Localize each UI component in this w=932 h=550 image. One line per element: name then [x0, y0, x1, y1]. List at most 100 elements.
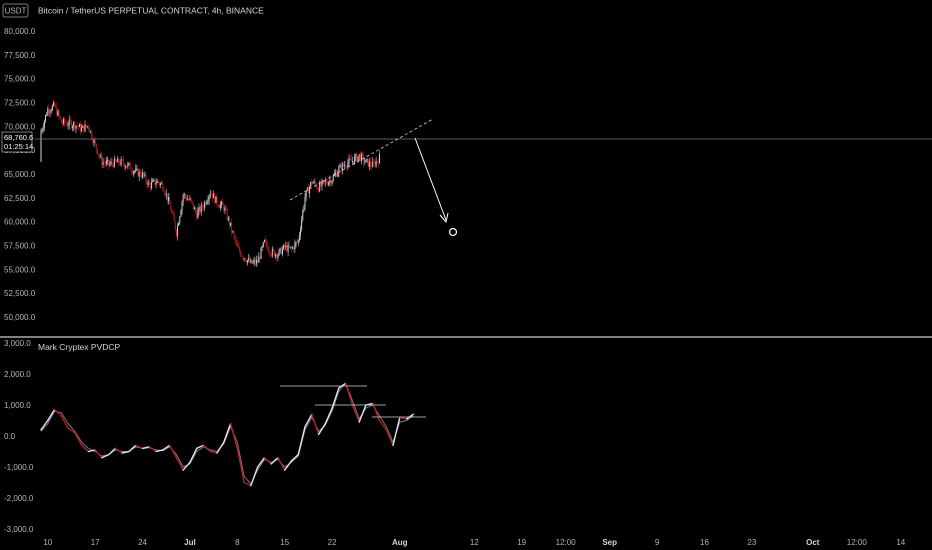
- candle-body: [200, 204, 202, 213]
- candle-body: [173, 214, 175, 222]
- price-tick-label: 57,500.0: [4, 242, 36, 251]
- candle-body: [315, 184, 317, 188]
- candle-body: [204, 202, 206, 209]
- time-tick-label: 12:00: [847, 538, 868, 547]
- indicator-main-segment: [216, 441, 225, 454]
- candle-body: [142, 172, 144, 178]
- indicator-main-segment: [324, 407, 333, 425]
- candle-body: [214, 193, 216, 203]
- candle-body: [244, 258, 246, 261]
- currency-badge[interactable]: USDT: [2, 3, 29, 18]
- last-price-label: 68,760.6 01:25:14: [1, 131, 33, 153]
- indicator-main-segment: [87, 449, 96, 453]
- time-tick-label: 14: [896, 538, 905, 547]
- candle-body: [103, 162, 105, 163]
- indicator-tick-label: 0.0: [4, 432, 16, 441]
- candle-body: [60, 118, 62, 123]
- candle-body: [125, 166, 127, 168]
- arrow-drawing[interactable]: [414, 137, 447, 221]
- candle-body: [118, 158, 120, 164]
- candle-body: [265, 240, 267, 242]
- candle-body: [129, 162, 131, 170]
- candle-body: [242, 256, 244, 259]
- candle-body: [46, 115, 48, 116]
- candle-body: [164, 192, 166, 196]
- price-tick-label: 50,000.0: [4, 313, 36, 322]
- candle-body: [260, 248, 262, 259]
- candle-body: [339, 165, 341, 168]
- candle-body: [293, 247, 295, 250]
- candle-body: [336, 172, 338, 177]
- candle-body: [348, 158, 350, 163]
- candle-body: [81, 127, 83, 132]
- candle-body: [104, 162, 106, 164]
- candle-body: [121, 159, 123, 160]
- candle-body: [319, 182, 321, 192]
- candle-body: [341, 163, 343, 171]
- price-tick-label: 65,000.0: [4, 170, 36, 179]
- price-axis: 80,000.0 77,500.0 75,000.0 72,500.0 70,000.0…: [4, 27, 36, 322]
- candle-body: [61, 122, 63, 124]
- time-tick-label: Jul: [184, 538, 196, 547]
- candle-body: [196, 211, 198, 219]
- indicator-main-segment: [107, 447, 117, 456]
- candle-body: [215, 196, 217, 203]
- candle-body: [92, 138, 94, 143]
- candle-body: [168, 197, 170, 202]
- candle-body: [230, 222, 232, 226]
- candle-body: [212, 193, 214, 199]
- indicator-main-segment: [128, 444, 137, 453]
- price-tick-label: 60,000.0: [4, 218, 36, 227]
- candle-body: [342, 163, 344, 166]
- indicator-main-segment: [148, 446, 157, 453]
- candle-body: [48, 108, 50, 113]
- candle-body: [114, 158, 116, 162]
- indicator-main-segment: [189, 447, 198, 464]
- candle-body: [363, 155, 365, 163]
- candle-body: [356, 154, 358, 162]
- candle-body: [108, 159, 110, 165]
- indicator-tick-label: -3,000.0: [4, 525, 34, 534]
- candle-body: [307, 187, 309, 194]
- candle-body: [221, 201, 223, 205]
- candle-body: [47, 108, 49, 116]
- candle-body: [202, 207, 204, 209]
- candle-body: [130, 169, 132, 172]
- candle-body: [91, 130, 93, 139]
- candle-body: [252, 261, 254, 264]
- target-circle-icon[interactable]: [448, 227, 458, 237]
- candle-body: [128, 162, 130, 164]
- candle-body: [98, 154, 100, 156]
- candle-body: [373, 161, 375, 163]
- candle-body: [305, 190, 307, 198]
- time-tick-label: Oct: [806, 538, 820, 547]
- candle-body: [77, 126, 79, 128]
- candle-body: [181, 201, 183, 211]
- candle-body: [99, 155, 101, 157]
- candle-body: [270, 254, 272, 256]
- indicator-main-segment: [209, 450, 218, 454]
- indicator-main-segment: [399, 416, 408, 420]
- candle-body: [89, 127, 91, 132]
- currency-badge-label: USDT: [5, 7, 27, 16]
- candle-body: [311, 181, 313, 184]
- indicator-main-segment: [317, 422, 327, 436]
- candle-body: [357, 156, 359, 162]
- price-tick-label: 55,000.0: [4, 265, 36, 274]
- candle-body: [87, 126, 89, 128]
- time-axis: 10 17 24 Jul 8 15 22 Aug 12 19 12:00 Sep 9 16 23 Oct 12:…: [43, 538, 905, 547]
- candle-body: [302, 210, 304, 220]
- candle-body: [82, 125, 84, 128]
- candle-body: [94, 140, 96, 144]
- candle-body: [68, 119, 70, 126]
- candle-body: [358, 154, 360, 157]
- candle-body: [201, 204, 203, 208]
- time-tick-label: 10: [43, 538, 52, 547]
- candle-body: [50, 110, 52, 112]
- candle-body: [251, 260, 253, 264]
- candle-body: [144, 174, 146, 176]
- candle-body: [65, 123, 67, 124]
- candle-body: [328, 181, 330, 185]
- candle-body: [316, 187, 318, 189]
